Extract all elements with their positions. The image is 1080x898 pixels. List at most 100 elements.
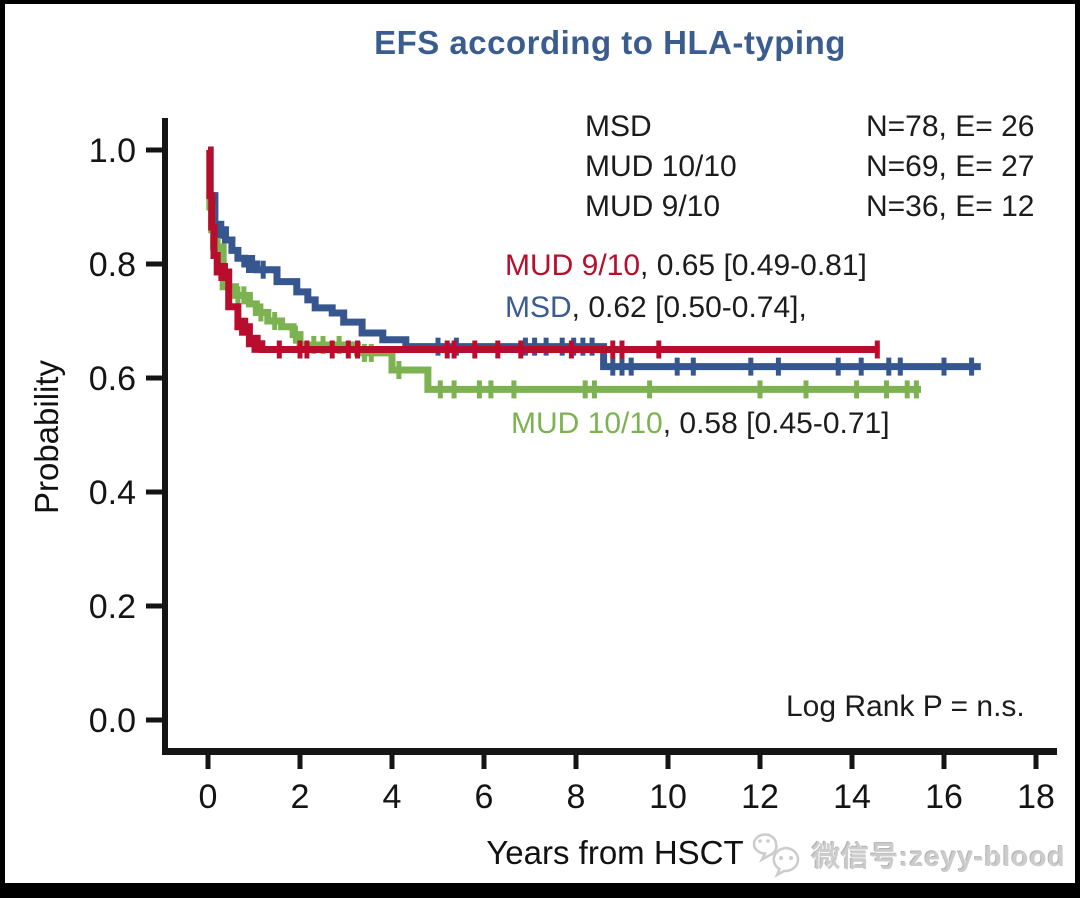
censor-mark-msd	[835, 357, 841, 376]
x-tick-label: 12	[741, 778, 779, 816]
censor-mark-mud910	[355, 340, 360, 359]
censor-mark-mud910	[656, 340, 662, 359]
censor-mark-mud1010	[511, 380, 517, 399]
censor-mark-msd	[858, 357, 864, 376]
y-axis-line	[162, 118, 168, 755]
censor-mark-mud910	[451, 340, 457, 359]
censor-mark-mud910	[444, 340, 450, 359]
censor-mark-msd	[775, 357, 781, 376]
x-tick	[205, 753, 211, 769]
x-tick	[849, 753, 855, 769]
x-tick	[573, 753, 579, 769]
censor-mark-mud1010	[235, 286, 241, 305]
censor-mark-mud1010	[757, 380, 763, 399]
x-tick-label: 2	[291, 778, 310, 816]
x-tick-label: 0	[199, 778, 218, 816]
censor-mark-mud910	[276, 340, 282, 359]
x-tick	[941, 753, 947, 769]
y-tick-label: 0.4	[89, 474, 136, 512]
annotation-mud1010: MUD 10/10, 0.58 [0.45-0.71]	[511, 407, 890, 441]
censor-mark-mud1010	[292, 325, 298, 344]
legend-row-mud1010-name: MUD 10/10	[585, 150, 737, 183]
censor-mark-mud1010	[311, 335, 317, 354]
censor-mark-mud910	[619, 340, 625, 359]
annotation-mud910-estimate: , 0.65 [0.49-0.81]	[640, 249, 867, 282]
censor-mark-mud1010	[591, 380, 597, 399]
annotation-msd: MSD, 0.62 [0.50-0.74],	[505, 291, 807, 325]
y-tick-label: 0.6	[89, 360, 136, 398]
censor-mark-msd	[628, 357, 634, 376]
y-tick	[146, 489, 164, 495]
censor-mark-mud1010	[913, 380, 919, 399]
censor-mark-mud1010	[258, 303, 264, 322]
x-tick	[1033, 753, 1039, 769]
censor-mark-mud910	[472, 340, 478, 359]
censor-mark-mud1010	[476, 380, 482, 399]
censor-mark-mud910	[345, 340, 351, 359]
censor-mark-mud1010	[488, 380, 494, 399]
censor-mark-msd	[941, 357, 947, 376]
x-tick	[389, 753, 395, 769]
wechat-icon	[752, 833, 800, 878]
censor-mark-msd	[897, 357, 903, 376]
x-axis-line	[162, 748, 1057, 755]
censor-mark-mud910	[568, 340, 574, 359]
censor-mark-mud1010	[215, 237, 221, 256]
censor-mark-mud910	[243, 317, 249, 336]
censor-mark-mud1010	[904, 380, 910, 399]
censor-mark-mud910	[329, 340, 335, 359]
censor-mark-mud910	[251, 334, 257, 353]
x-tick	[297, 753, 303, 769]
x-tick-label: 8	[567, 778, 586, 816]
censor-mark-mud1010	[582, 380, 588, 399]
censor-mark-msd	[886, 357, 892, 376]
y-tick-label: 0.0	[89, 702, 136, 740]
censor-mark-msd	[619, 357, 625, 376]
censor-mark-mud910	[304, 340, 310, 359]
legend-row-msd-name: MSD	[585, 110, 652, 143]
censor-mark-mud1010	[336, 335, 342, 354]
censor-mark-msd	[250, 255, 256, 273]
y-tick-label: 1.0	[89, 132, 136, 170]
censor-mark-mud910	[297, 340, 303, 359]
censor-mark-mud1010	[451, 380, 457, 399]
x-tick	[757, 753, 763, 769]
censor-mark-mud910	[255, 334, 261, 353]
y-tick	[146, 261, 164, 267]
annotation-msd-estimate: , 0.62 [0.50-0.74],	[571, 291, 807, 324]
censor-mark-msd	[610, 357, 616, 376]
x-tick-label: 4	[383, 778, 402, 816]
censor-mark-mud910	[239, 317, 245, 336]
censor-mark-msd	[969, 357, 975, 376]
censor-mark-mud1010	[803, 380, 809, 399]
x-tick-label: 18	[1017, 778, 1055, 816]
censor-mark-mud910	[222, 262, 228, 281]
legend-row-mud1010-stats: N=69, E= 27	[866, 150, 1035, 183]
censor-mark-mud910	[218, 262, 224, 281]
y-tick-label: 0.2	[89, 588, 136, 626]
censor-mark-mud1010	[647, 380, 653, 399]
censor-mark-mud910	[495, 340, 501, 359]
watermark: 微信号:zeyy-blood	[750, 831, 1066, 879]
y-tick	[146, 147, 164, 153]
x-tick-label: 10	[649, 778, 687, 816]
annotation-msd-name: MSD	[505, 291, 572, 324]
x-tick-label: 6	[475, 778, 494, 816]
chart-title: EFS according to HLA-typing	[374, 24, 846, 61]
annotation-mud910: MUD 9/10, 0.65 [0.49-0.81]	[505, 249, 867, 283]
legend-row-msd-stats: N=78, E= 26	[866, 110, 1035, 143]
curve-msd	[206, 146, 981, 371]
censor-mark-msd	[260, 260, 266, 279]
y-axis-label: Probability	[28, 359, 65, 515]
x-axis-label: Years from HSCT	[486, 834, 744, 871]
censor-mark-mud1010	[272, 312, 278, 330]
censor-mark-mud910	[518, 340, 524, 359]
censor-mark-mud910	[610, 340, 616, 359]
log-rank-note: Log Rank P = n.s.	[786, 690, 1025, 723]
x-tick	[665, 753, 671, 769]
figure-background	[5, 4, 1075, 883]
y-tick	[146, 375, 164, 381]
censor-mark-msd	[748, 357, 754, 376]
